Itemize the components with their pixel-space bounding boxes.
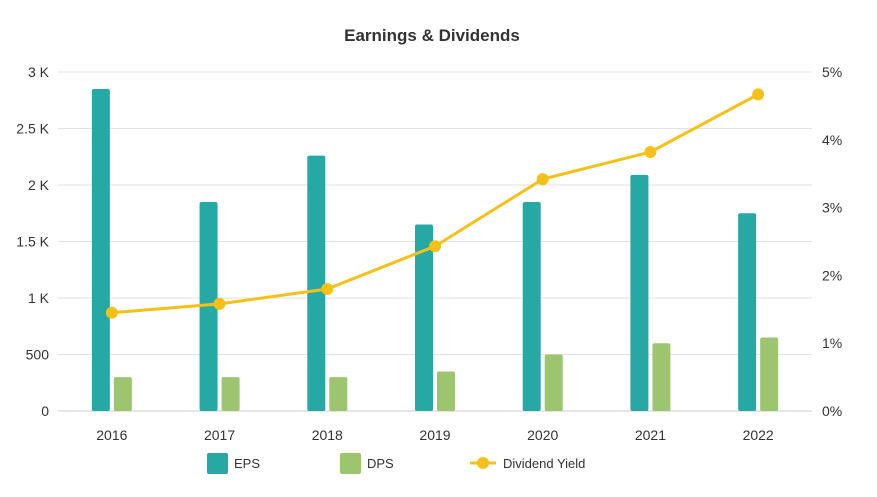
eps-bar [738, 213, 757, 411]
eps-bar [522, 201, 541, 411]
y-left-tick-label: 2 K [28, 177, 50, 193]
gridlines [58, 71, 812, 412]
legend[interactable]: EPS DPS Dividend Yield [207, 453, 585, 474]
legend-label[interactable]: EPS [234, 456, 260, 471]
dividend-yield-point [536, 173, 549, 186]
x-tick-label: 2020 [527, 427, 558, 443]
dps-bar [760, 337, 779, 411]
dividend-yield-point [321, 282, 334, 295]
eps-bar [630, 174, 649, 411]
legend-label[interactable]: DPS [367, 456, 394, 471]
y-right-tick-label: 5% [822, 64, 842, 80]
legend-swatch-eps[interactable] [207, 453, 228, 474]
y-left-tick-label: 1 K [28, 290, 50, 306]
left-axis: 0 500 1 K 1.5 K 2 K 2.5 K 3 K [16, 64, 49, 419]
chart-title: Earnings & Dividends [344, 26, 520, 45]
dividend-yield-point [644, 146, 657, 159]
y-right-tick-label: 4% [822, 132, 842, 148]
y-right-tick-label: 1% [822, 335, 842, 351]
x-tick-label: 2018 [312, 427, 343, 443]
x-tick-label: 2021 [635, 427, 666, 443]
x-tick-label: 2016 [96, 427, 127, 443]
x-tick-label: 2022 [743, 427, 774, 443]
legend-swatch-dps[interactable] [340, 453, 361, 474]
eps-bar [415, 224, 433, 411]
eps-bar [199, 201, 218, 411]
dividend-yield-point [752, 88, 765, 101]
y-left-tick-label: 1.5 K [16, 234, 49, 250]
legend-swatch-marker[interactable] [477, 457, 489, 469]
dps-bar [329, 377, 348, 411]
x-tick-label: 2019 [419, 427, 450, 443]
yield-line [105, 88, 765, 319]
y-right-tick-label: 3% [822, 200, 842, 216]
y-right-tick-label: 2% [822, 267, 842, 283]
right-axis: 0% 1% 2% 3% 4% 5% [822, 64, 842, 419]
legend-label[interactable]: Dividend Yield [503, 456, 585, 471]
dps-bar [113, 377, 132, 411]
dps-bar [544, 354, 563, 411]
dps-bar [437, 371, 455, 411]
eps-bar [307, 155, 326, 411]
dps-bar [652, 343, 671, 411]
dividend-yield-point [429, 240, 441, 253]
y-left-tick-label: 2.5 K [16, 121, 49, 137]
y-right-tick-label: 0% [822, 403, 842, 419]
dps-bar [221, 377, 240, 411]
y-left-tick-label: 3 K [28, 64, 50, 80]
x-tick-label: 2017 [204, 427, 235, 443]
y-left-tick-label: 500 [26, 347, 50, 363]
x-axis-labels: 2016 2017 2018 2019 2020 2021 2022 [96, 427, 774, 443]
dividend-yield-point [213, 297, 226, 310]
eps-bar [91, 88, 110, 411]
dividend-yield-point [105, 306, 118, 319]
bars [91, 88, 779, 411]
y-left-tick-label: 0 [41, 403, 49, 419]
